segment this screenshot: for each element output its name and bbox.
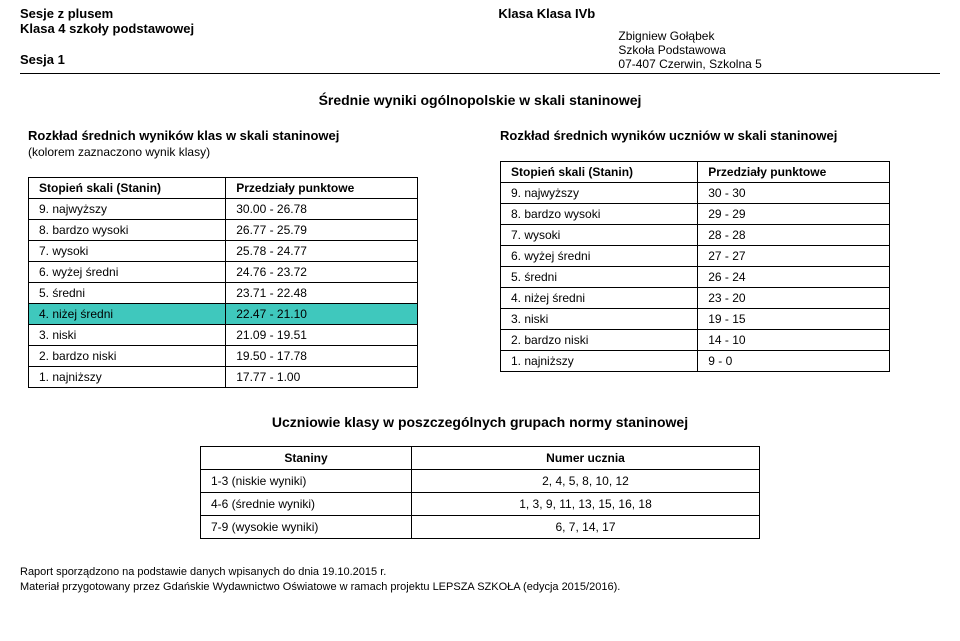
table-row: 8. bardzo wysoki26.77 - 25.79 <box>29 220 418 241</box>
cell-stanin: 3. niski <box>29 325 226 346</box>
right-column: Rozkład średnich wyników uczniów w skali… <box>500 128 932 388</box>
cell-stanin: 5. średni <box>501 267 698 288</box>
cell-range: 23 - 20 <box>698 288 890 309</box>
cell-student-ids: 6, 7, 14, 17 <box>412 516 760 539</box>
cell-stanin: 7. wysoki <box>501 225 698 246</box>
table-row: 1. najniższy17.77 - 1.00 <box>29 367 418 388</box>
table-row: 1-3 (niskie wyniki)2, 4, 5, 8, 10, 12 <box>201 470 760 493</box>
cell-stanin-group: 4-6 (średnie wyniki) <box>201 493 412 516</box>
cell-stanin: 3. niski <box>501 309 698 330</box>
cell-range: 29 - 29 <box>698 204 890 225</box>
col-header-range: Przedziały punktowe <box>226 178 418 199</box>
table-row: 3. niski19 - 15 <box>501 309 890 330</box>
col-header-stanin: Stopień skali (Stanin) <box>501 162 698 183</box>
cell-range: 24.76 - 23.72 <box>226 262 418 283</box>
cell-stanin: 4. niżej średni <box>501 288 698 309</box>
cell-stanin: 9. najwyższy <box>29 199 226 220</box>
table-row: 7. wysoki25.78 - 24.77 <box>29 241 418 262</box>
table-row: 4. niżej średni22.47 - 21.10 <box>29 304 418 325</box>
table-row: 6. wyżej średni27 - 27 <box>501 246 890 267</box>
header: Sesje z plusem Klasa 4 szkoły podstawowe… <box>20 6 940 74</box>
cell-range: 30.00 - 26.78 <box>226 199 418 220</box>
teacher-name: Zbigniew Gołąbek <box>498 29 958 43</box>
col-header-range: Przedziały punktowe <box>698 162 890 183</box>
stanin-table-classes: Stopień skali (Stanin) Przedziały punkto… <box>28 177 418 388</box>
cell-range: 21.09 - 19.51 <box>226 325 418 346</box>
header-right: Klasa Klasa IVb Zbigniew Gołąbek Szkoła … <box>20 6 958 71</box>
cell-range: 14 - 10 <box>698 330 890 351</box>
cell-stanin: 2. bardzo niski <box>501 330 698 351</box>
school-name: Szkoła Podstawowa <box>498 43 958 57</box>
table-row: 7-9 (wysokie wyniki)6, 7, 14, 17 <box>201 516 760 539</box>
main-title: Średnie wyniki ogólnopolskie w skali sta… <box>20 92 940 108</box>
cell-stanin: 8. bardzo wysoki <box>29 220 226 241</box>
cell-stanin: 1. najniższy <box>501 351 698 372</box>
footer: Raport sporządzono na podstawie danych w… <box>20 565 940 595</box>
cell-range: 19 - 15 <box>698 309 890 330</box>
cell-stanin: 6. wyżej średni <box>29 262 226 283</box>
left-column: Rozkład średnich wyników klas w skali st… <box>28 128 460 388</box>
table-row: 4. niżej średni23 - 20 <box>501 288 890 309</box>
cell-stanin-group: 7-9 (wysokie wyniki) <box>201 516 412 539</box>
table-row: 2. bardzo niski14 - 10 <box>501 330 890 351</box>
stanin-table-students: Stopień skali (Stanin) Przedziały punkto… <box>500 161 890 372</box>
class-title: Klasa Klasa IVb <box>498 6 958 21</box>
cell-student-ids: 2, 4, 5, 8, 10, 12 <box>412 470 760 493</box>
students-title: Uczniowie klasy w poszczególnych grupach… <box>20 414 940 430</box>
cell-stanin-group: 1-3 (niskie wyniki) <box>201 470 412 493</box>
cell-range: 26.77 - 25.79 <box>226 220 418 241</box>
col-header-stanin: Stopień skali (Stanin) <box>29 178 226 199</box>
school-address: 07-407 Czerwin, Szkolna 5 <box>498 57 958 71</box>
cell-stanin: 4. niżej średni <box>29 304 226 325</box>
table-row: 5. średni23.71 - 22.48 <box>29 283 418 304</box>
cell-range: 25.78 - 24.77 <box>226 241 418 262</box>
table-row: 3. niski21.09 - 19.51 <box>29 325 418 346</box>
cell-stanin: 6. wyżej średni <box>501 246 698 267</box>
table-row: 1. najniższy9 - 0 <box>501 351 890 372</box>
cell-stanin: 5. średni <box>29 283 226 304</box>
students-table: Staniny Numer ucznia 1-3 (niskie wyniki)… <box>200 446 760 539</box>
cell-stanin: 9. najwyższy <box>501 183 698 204</box>
table-row: 8. bardzo wysoki29 - 29 <box>501 204 890 225</box>
table-row: 5. średni26 - 24 <box>501 267 890 288</box>
footer-line-1: Raport sporządzono na podstawie danych w… <box>20 565 940 580</box>
cell-range: 17.77 - 1.00 <box>226 367 418 388</box>
cell-range: 27 - 27 <box>698 246 890 267</box>
cell-range: 23.71 - 22.48 <box>226 283 418 304</box>
cell-range: 22.47 - 21.10 <box>226 304 418 325</box>
table-row: 7. wysoki28 - 28 <box>501 225 890 246</box>
tables-row: Rozkład średnich wyników klas w skali st… <box>20 128 940 388</box>
students-table-wrap: Staniny Numer ucznia 1-3 (niskie wyniki)… <box>20 446 940 539</box>
cell-student-ids: 1, 3, 9, 11, 13, 15, 16, 18 <box>412 493 760 516</box>
cell-stanin: 1. najniższy <box>29 367 226 388</box>
left-table-title: Rozkład średnich wyników klas w skali st… <box>28 128 460 143</box>
cell-stanin: 7. wysoki <box>29 241 226 262</box>
cell-range: 30 - 30 <box>698 183 890 204</box>
cell-range: 26 - 24 <box>698 267 890 288</box>
cell-range: 9 - 0 <box>698 351 890 372</box>
right-table-title: Rozkład średnich wyników uczniów w skali… <box>500 128 932 143</box>
col-header-staniny: Staniny <box>201 447 412 470</box>
table-row: 2. bardzo niski19.50 - 17.78 <box>29 346 418 367</box>
page: Sesje z plusem Klasa 4 szkoły podstawowe… <box>0 0 960 595</box>
table-row: 4-6 (średnie wyniki)1, 3, 9, 11, 13, 15,… <box>201 493 760 516</box>
table-row: 9. najwyższy30.00 - 26.78 <box>29 199 418 220</box>
cell-stanin: 2. bardzo niski <box>29 346 226 367</box>
table-row: 9. najwyższy30 - 30 <box>501 183 890 204</box>
cell-stanin: 8. bardzo wysoki <box>501 204 698 225</box>
cell-range: 28 - 28 <box>698 225 890 246</box>
left-table-subtitle: (kolorem zaznaczono wynik klasy) <box>28 145 460 159</box>
cell-range: 19.50 - 17.78 <box>226 346 418 367</box>
table-row: 6. wyżej średni24.76 - 23.72 <box>29 262 418 283</box>
col-header-numer: Numer ucznia <box>412 447 760 470</box>
footer-line-2: Materiał przygotowany przez Gdańskie Wyd… <box>20 580 940 595</box>
